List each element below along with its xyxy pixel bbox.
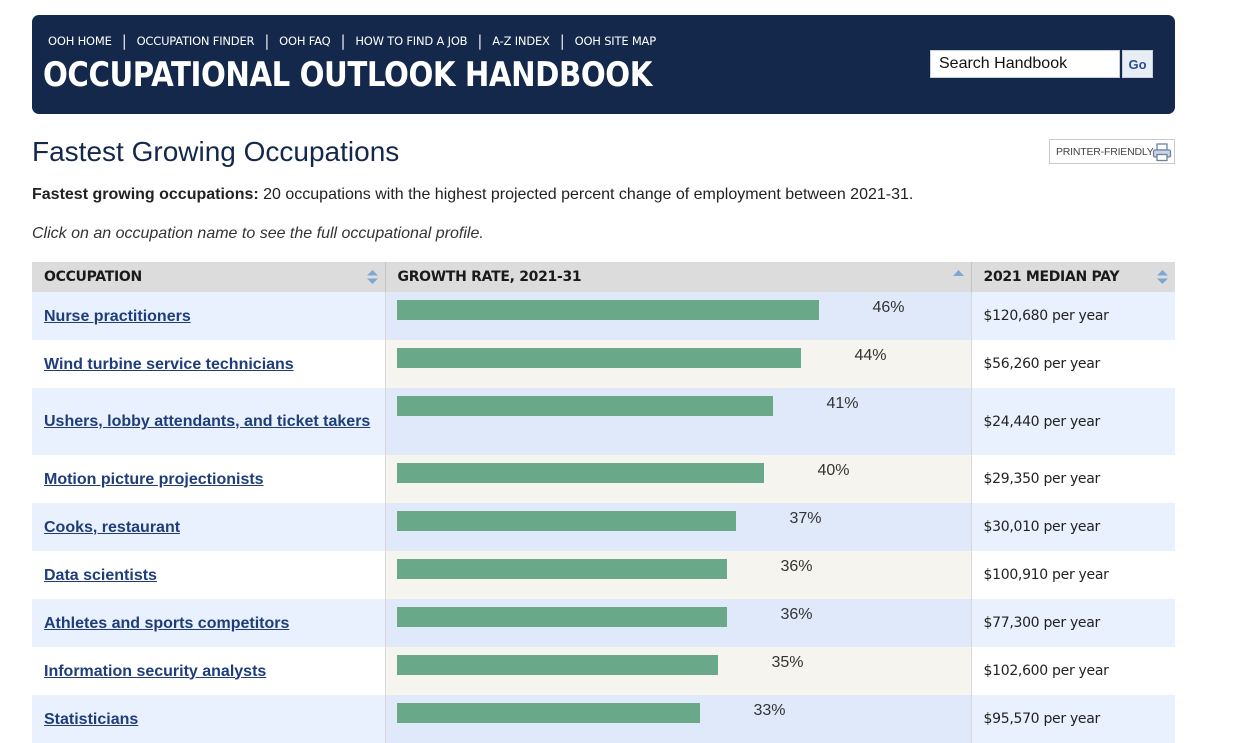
search-input[interactable] (930, 50, 1120, 78)
nav-how-to-find-a-job[interactable]: HOW TO FIND A JOB (355, 34, 468, 48)
growth-label: 41% (826, 395, 859, 412)
occupation-link[interactable]: Ushers, lobby attendants, and ticket tak… (44, 413, 371, 430)
growth-label: 37% (789, 510, 822, 527)
sort-icon (366, 270, 378, 284)
table-row: Wind turbine service technicians 44% $56… (32, 340, 1175, 388)
occupation-link[interactable]: Wind turbine service technicians (44, 355, 294, 373)
occupation-link[interactable]: Information security analysts (44, 662, 267, 680)
nav-occupation-finder[interactable]: OCCUPATION FINDER (136, 34, 255, 48)
nav-separator: | (477, 32, 483, 50)
occupation-link[interactable]: Athletes and sports competitors (44, 614, 290, 632)
column-header-label: GROWTH RATE, 2021-31 (397, 269, 582, 285)
growth-label: 40% (817, 462, 850, 479)
median-pay: $29,350 per year (971, 455, 1175, 503)
column-header-median-pay[interactable]: 2021 MEDIAN PAY (971, 262, 1175, 292)
median-pay: $95,570 per year (971, 695, 1175, 743)
occupations-table: OCCUPATION GROWTH RATE, 2021-31 2021 MED… (32, 262, 1175, 743)
occupation-link[interactable]: Statisticians (44, 710, 139, 728)
occupation-link[interactable]: Motion picture projectionists (44, 470, 264, 488)
growth-label: 35% (771, 654, 804, 671)
printer-friendly-label: PRINTER-FRIENDLY (1056, 145, 1154, 158)
table-row: Athletes and sports competitors 36% $77,… (32, 599, 1175, 647)
site-banner: OOH HOME | OCCUPATION FINDER | OOH FAQ |… (32, 15, 1175, 114)
column-header-occupation[interactable]: OCCUPATION (32, 262, 386, 292)
table-row: Motion picture projectionists 40% $29,35… (32, 455, 1175, 503)
search-go-button[interactable]: Go (1122, 50, 1153, 78)
growth-bar (396, 655, 718, 675)
column-header-label: 2021 MEDIAN PAY (983, 269, 1120, 285)
growth-label: 36% (780, 558, 813, 575)
growth-label: 33% (753, 702, 786, 719)
median-pay: $100,910 per year (971, 551, 1175, 599)
sort-ascending-icon (952, 270, 964, 276)
growth-bar (396, 607, 727, 627)
column-header-growth-rate[interactable]: GROWTH RATE, 2021-31 (385, 262, 972, 292)
nav-a-z-index[interactable]: A-Z INDEX (492, 34, 550, 48)
intro-bold: Fastest growing occupations: (32, 186, 259, 203)
nav-separator: | (264, 32, 270, 50)
growth-bar (396, 300, 819, 320)
median-pay: $30,010 per year (971, 503, 1175, 551)
occupation-link[interactable]: Cooks, restaurant (44, 518, 181, 536)
occupation-link[interactable]: Data scientists (44, 566, 157, 584)
growth-bar (396, 463, 764, 483)
growth-label: 36% (780, 606, 813, 623)
intro-body: 20 occupations with the highest projecte… (258, 186, 914, 203)
table-row: Cooks, restaurant 37% $30,010 per year (32, 503, 1175, 551)
growth-label: 46% (872, 299, 905, 316)
nav-separator: | (121, 32, 127, 50)
intro-text: Fastest growing occupations: 20 occupati… (32, 186, 913, 204)
nav-separator: | (559, 32, 565, 50)
printer-icon (1152, 143, 1172, 162)
growth-bar (396, 511, 736, 531)
table-row: Data scientists 36% $100,910 per year (32, 551, 1175, 599)
column-header-label: OCCUPATION (44, 269, 142, 285)
median-pay: $77,300 per year (971, 599, 1175, 647)
table-row: Statisticians 33% $95,570 per year (32, 695, 1175, 743)
nav-ooh-site-map[interactable]: OOH SITE MAP (574, 34, 657, 48)
table-row: Information security analysts 35% $102,6… (32, 647, 1175, 695)
handbook-title[interactable]: OCCUPATIONAL OUTLOOK HANDBOOK (43, 55, 652, 95)
nav-ooh-faq[interactable]: OOH FAQ (279, 34, 331, 48)
top-nav: OOH HOME | OCCUPATION FINDER | OOH FAQ |… (48, 32, 656, 50)
median-pay: $24,440 per year (971, 388, 1175, 455)
median-pay: $120,680 per year (971, 292, 1175, 340)
instruction-hint: Click on an occupation name to see the f… (32, 225, 484, 242)
sort-icon (1157, 270, 1168, 284)
table-row: Ushers, lobby attendants, and ticket tak… (32, 388, 1175, 455)
nav-ooh-home[interactable]: OOH HOME (48, 34, 112, 48)
growth-bar (396, 348, 801, 368)
median-pay: $102,600 per year (971, 647, 1175, 695)
median-pay: $56,260 per year (971, 340, 1175, 388)
page-title: Fastest Growing Occupations (32, 136, 400, 167)
growth-bar (396, 703, 700, 723)
growth-bar (396, 396, 773, 416)
table-row: Nurse practitioners 46% $120,680 per yea… (32, 292, 1175, 340)
growth-label: 44% (854, 347, 887, 364)
growth-bar (396, 559, 727, 579)
printer-friendly-button[interactable]: PRINTER-FRIENDLY (1049, 139, 1175, 164)
occupation-link[interactable]: Nurse practitioners (44, 307, 191, 325)
nav-separator: | (340, 32, 346, 50)
